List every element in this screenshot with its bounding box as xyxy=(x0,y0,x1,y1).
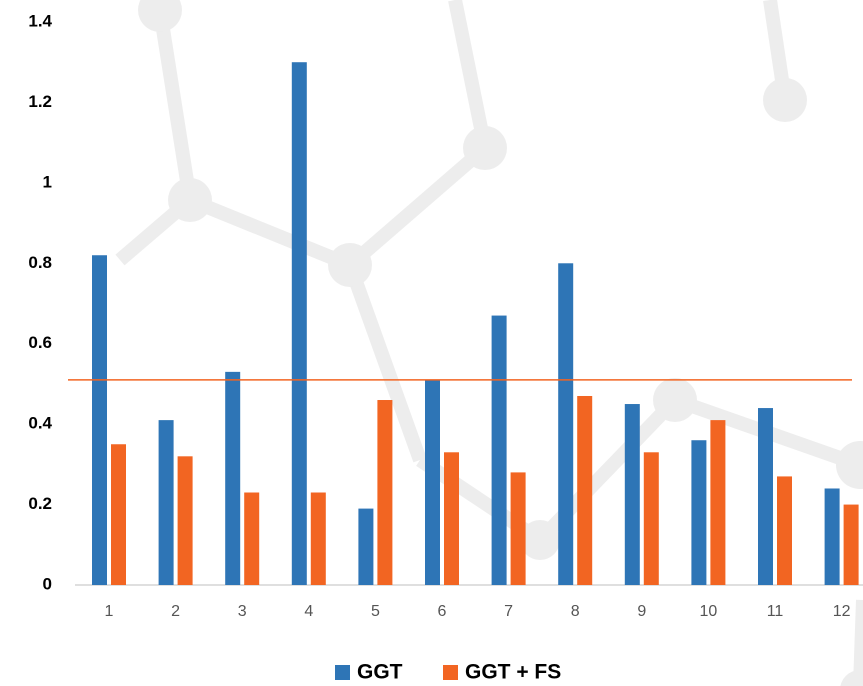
bar xyxy=(625,404,640,585)
bar xyxy=(777,476,792,585)
x-tick-label: 8 xyxy=(571,603,580,620)
bar xyxy=(244,493,259,585)
y-tick-label: 1.2 xyxy=(28,92,52,111)
x-tick-label: 6 xyxy=(438,603,447,620)
bar xyxy=(358,509,373,585)
chart: 00.20.40.60.811.21.4123456789101112GGTGG… xyxy=(0,0,863,686)
legend-swatch xyxy=(443,665,458,680)
bar xyxy=(425,380,440,585)
x-tick-label: 3 xyxy=(238,603,247,620)
bar xyxy=(111,444,126,585)
bar xyxy=(492,316,507,585)
bar xyxy=(825,488,840,585)
bar xyxy=(444,452,459,585)
legend-label: GGT xyxy=(357,661,403,684)
bar xyxy=(844,505,859,585)
bar xyxy=(577,396,592,585)
y-tick-label: 0.8 xyxy=(28,253,52,272)
legend-label: GGT + FS xyxy=(465,661,561,684)
y-tick-label: 0 xyxy=(43,574,52,593)
x-tick-label: 11 xyxy=(767,603,784,620)
bar xyxy=(225,372,240,585)
bar xyxy=(92,255,107,585)
x-tick-label: 2 xyxy=(171,603,180,620)
y-tick-label: 0.2 xyxy=(28,494,52,513)
bar xyxy=(758,408,773,585)
bar xyxy=(691,440,706,585)
bar xyxy=(292,62,307,585)
x-tick-label: 5 xyxy=(371,603,380,620)
x-tick-label: 7 xyxy=(504,603,513,620)
bar xyxy=(644,452,659,585)
bar xyxy=(558,263,573,585)
x-tick-label: 1 xyxy=(105,603,114,620)
y-tick-label: 0.4 xyxy=(28,414,52,433)
x-tick-label: 9 xyxy=(637,603,646,620)
x-tick-label: 4 xyxy=(304,603,313,620)
x-tick-label: 12 xyxy=(833,603,851,620)
bar xyxy=(178,456,193,585)
bar xyxy=(311,493,326,585)
y-tick-label: 1 xyxy=(43,172,52,191)
legend-swatch xyxy=(335,665,350,680)
bar xyxy=(710,420,725,585)
y-tick-label: 0.6 xyxy=(28,333,52,352)
x-tick-label: 10 xyxy=(700,603,718,620)
bar xyxy=(511,472,526,585)
bar xyxy=(159,420,174,585)
bar xyxy=(377,400,392,585)
y-tick-label: 1.4 xyxy=(28,11,52,30)
